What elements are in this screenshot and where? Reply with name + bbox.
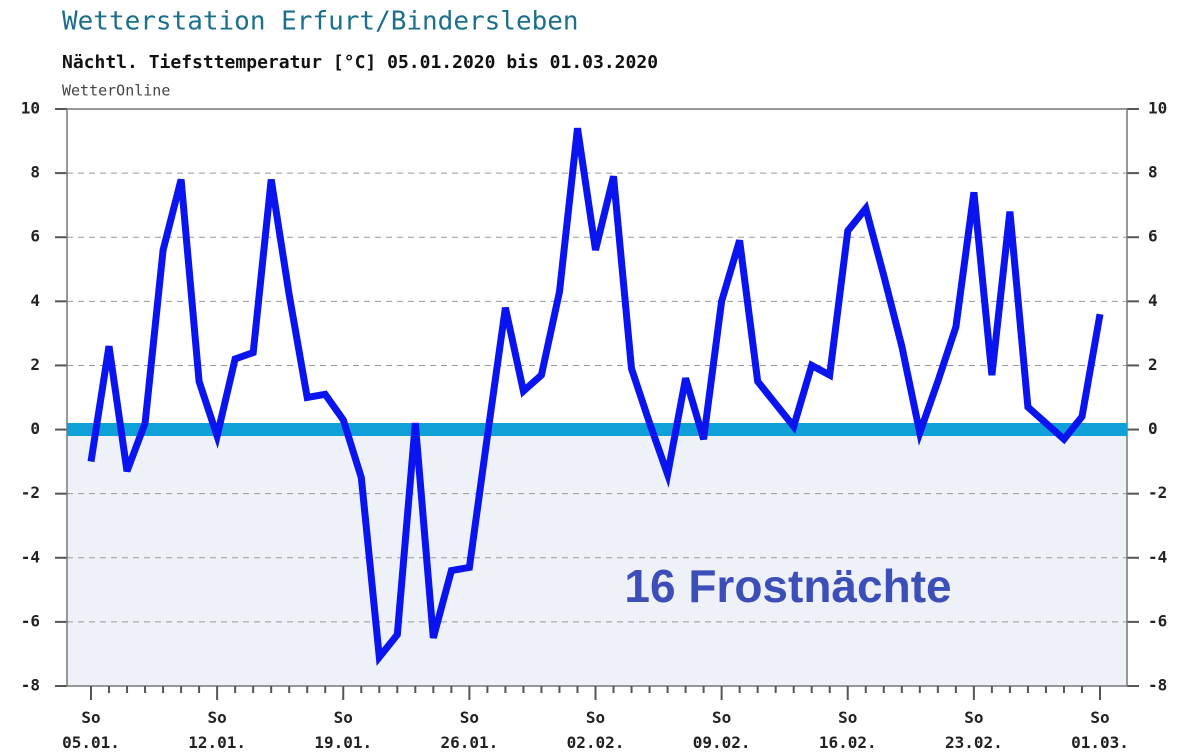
- y2-tick-label: 0: [1148, 419, 1158, 438]
- x-tick-label-line: 01.03.: [1071, 733, 1129, 752]
- x-tick-label-line: 26.01.: [440, 733, 498, 752]
- x-tick-label: So 19.01.: [314, 708, 372, 752]
- y-tick-label: 10: [21, 99, 40, 118]
- x-tick-label: So 16.02.: [819, 708, 877, 752]
- y-tick-label: -8: [21, 676, 40, 695]
- x-tick-label: So 05.01.: [62, 708, 120, 752]
- x-tick-label-line: So: [964, 708, 983, 727]
- x-tick-label-line: 02.02.: [567, 733, 625, 752]
- x-tick-label-line: 12.01.: [188, 733, 246, 752]
- x-tick-label-line: So: [207, 708, 226, 727]
- y2-tick-label: -8: [1148, 676, 1167, 695]
- x-tick-label-line: So: [1090, 708, 1109, 727]
- y-tick-label: 2: [30, 355, 40, 374]
- y2-tick-label: 8: [1148, 163, 1158, 182]
- x-tick-label-line: 05.01.: [62, 733, 120, 752]
- source: WetterOnline: [62, 82, 170, 100]
- x-tick-label-line: So: [712, 708, 731, 727]
- x-tick-label-line: 23.02.: [945, 733, 1003, 752]
- y-tick-label: 8: [30, 163, 40, 182]
- chart-title: Wetterstation Erfurt/Bindersleben: [62, 7, 579, 37]
- x-tick-label: So 09.02.: [693, 708, 751, 752]
- x-tick-label: So 02.02.: [567, 708, 625, 752]
- x-tick-label-line: So: [838, 708, 857, 727]
- y-tick-label: 6: [30, 227, 40, 246]
- x-tick-label-line: So: [334, 708, 353, 727]
- chart-subtitle: Nächtl. Tiefsttemperatur [°C] 05.01.2020…: [62, 52, 658, 73]
- y2-tick-label: 10: [1148, 99, 1167, 118]
- y2-tick-label: -4: [1148, 547, 1167, 566]
- annotation: 16 Frostnächte: [624, 560, 951, 612]
- x-tick-label-line: 09.02.: [693, 733, 751, 752]
- x-tick-label: So 23.02.: [945, 708, 1003, 752]
- y2-tick-label: -2: [1148, 483, 1167, 502]
- y-tick-label: -4: [21, 547, 40, 566]
- y-tick-label: 0: [30, 419, 40, 438]
- x-tick-label: So 12.01.: [188, 708, 246, 752]
- y2-tick-label: 2: [1148, 355, 1158, 374]
- y-tick-label: -6: [21, 611, 40, 630]
- x-tick-label-line: So: [81, 708, 100, 727]
- x-tick-label-line: So: [586, 708, 605, 727]
- y2-tick-label: 6: [1148, 227, 1158, 246]
- x-tick-label: So 26.01.: [440, 708, 498, 752]
- y-tick-label: -2: [21, 483, 40, 502]
- plot-frame: [66, 108, 1128, 687]
- x-tick-label-line: So: [460, 708, 479, 727]
- y2-tick-label: 4: [1148, 291, 1158, 310]
- x-tick-label-line: 19.01.: [314, 733, 372, 752]
- y2-tick-label: -6: [1148, 611, 1167, 630]
- y-tick-label: 4: [30, 291, 40, 310]
- line-series: [87, 127, 1104, 666]
- x-tick-label: So 01.03.: [1071, 708, 1129, 752]
- x-tick-label-line: 16.02.: [819, 733, 877, 752]
